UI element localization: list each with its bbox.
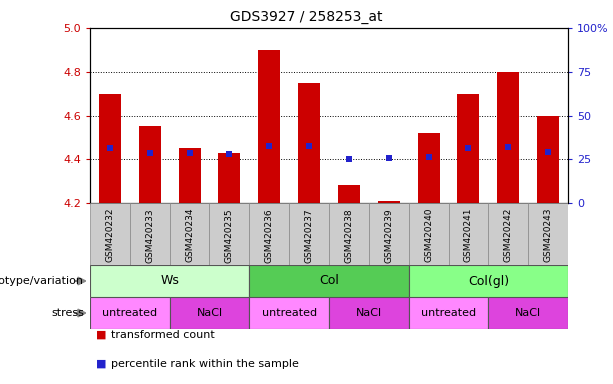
Bar bbox=[457, 94, 479, 203]
Bar bbox=[417, 133, 440, 203]
FancyBboxPatch shape bbox=[90, 297, 170, 329]
FancyBboxPatch shape bbox=[489, 203, 528, 265]
Text: genotype/variation: genotype/variation bbox=[0, 276, 84, 286]
Bar bbox=[497, 72, 519, 203]
Text: GSM420233: GSM420233 bbox=[145, 208, 154, 263]
Text: GSM420242: GSM420242 bbox=[504, 208, 512, 262]
Text: percentile rank within the sample: percentile rank within the sample bbox=[112, 359, 299, 369]
Bar bbox=[298, 83, 320, 203]
Text: GSM420240: GSM420240 bbox=[424, 208, 433, 262]
Text: ■: ■ bbox=[96, 330, 107, 340]
FancyBboxPatch shape bbox=[249, 203, 289, 265]
Bar bbox=[537, 116, 559, 203]
Text: untreated: untreated bbox=[262, 308, 317, 318]
FancyBboxPatch shape bbox=[329, 203, 369, 265]
Text: GDS3927 / 258253_at: GDS3927 / 258253_at bbox=[230, 10, 383, 24]
Bar bbox=[178, 148, 200, 203]
Bar bbox=[99, 94, 121, 203]
Text: GSM420236: GSM420236 bbox=[265, 208, 274, 263]
Text: GSM420243: GSM420243 bbox=[544, 208, 552, 262]
Text: GSM420241: GSM420241 bbox=[464, 208, 473, 262]
Bar bbox=[139, 126, 161, 203]
Bar bbox=[338, 185, 360, 203]
Text: NaCl: NaCl bbox=[515, 308, 541, 318]
FancyBboxPatch shape bbox=[289, 203, 329, 265]
Text: NaCl: NaCl bbox=[196, 308, 223, 318]
FancyBboxPatch shape bbox=[249, 265, 409, 297]
Text: transformed count: transformed count bbox=[112, 330, 215, 340]
FancyBboxPatch shape bbox=[90, 203, 130, 265]
FancyBboxPatch shape bbox=[449, 203, 489, 265]
FancyBboxPatch shape bbox=[329, 297, 409, 329]
FancyBboxPatch shape bbox=[528, 203, 568, 265]
FancyBboxPatch shape bbox=[409, 265, 568, 297]
Bar bbox=[218, 153, 240, 203]
FancyBboxPatch shape bbox=[170, 203, 210, 265]
Text: Col: Col bbox=[319, 275, 339, 288]
Text: stress: stress bbox=[51, 308, 84, 318]
FancyBboxPatch shape bbox=[369, 203, 409, 265]
FancyBboxPatch shape bbox=[409, 297, 489, 329]
Bar bbox=[378, 201, 400, 203]
Text: GSM420235: GSM420235 bbox=[225, 208, 234, 263]
FancyBboxPatch shape bbox=[409, 203, 449, 265]
Bar bbox=[258, 50, 280, 203]
Text: NaCl: NaCl bbox=[356, 308, 382, 318]
Text: GSM420238: GSM420238 bbox=[345, 208, 354, 263]
FancyBboxPatch shape bbox=[90, 265, 249, 297]
Text: ■: ■ bbox=[96, 359, 107, 369]
FancyBboxPatch shape bbox=[249, 297, 329, 329]
FancyBboxPatch shape bbox=[210, 203, 249, 265]
Text: Ws: Ws bbox=[160, 275, 179, 288]
Text: GSM420232: GSM420232 bbox=[105, 208, 115, 262]
Text: GSM420239: GSM420239 bbox=[384, 208, 394, 263]
FancyBboxPatch shape bbox=[489, 297, 568, 329]
Text: untreated: untreated bbox=[102, 308, 158, 318]
Text: GSM420234: GSM420234 bbox=[185, 208, 194, 262]
Text: Col(gl): Col(gl) bbox=[468, 275, 509, 288]
FancyBboxPatch shape bbox=[130, 203, 170, 265]
FancyBboxPatch shape bbox=[170, 297, 249, 329]
Text: GSM420237: GSM420237 bbox=[305, 208, 314, 263]
Text: untreated: untreated bbox=[421, 308, 476, 318]
